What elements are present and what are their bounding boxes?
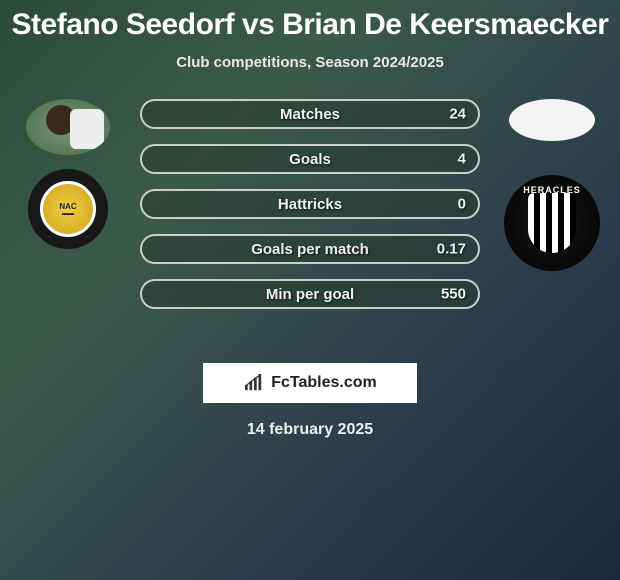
- club-right-label: HERACLES: [523, 185, 581, 195]
- brand-badge: FcTables.com: [203, 363, 417, 403]
- player-left-avatar: [26, 99, 110, 155]
- left-player-column: NAC ▬▬: [8, 99, 128, 249]
- stat-row-hattricks: Hattricks 0: [140, 189, 480, 219]
- chart-icon: [243, 374, 265, 392]
- player-left-club-badge: NAC ▬▬: [28, 169, 108, 249]
- stat-right-value: 4: [458, 151, 466, 168]
- stat-label: Goals: [289, 151, 331, 168]
- stat-right-value: 24: [449, 106, 466, 123]
- comparison-panel: NAC ▬▬ HERACLES Matches 24 Goals 4 Hattr…: [0, 99, 620, 339]
- stats-list: Matches 24 Goals 4 Hattricks 0 Goals per…: [140, 99, 480, 309]
- stat-label: Min per goal: [266, 286, 354, 303]
- stat-right-value: 0: [458, 196, 466, 213]
- player-right-avatar: [509, 99, 595, 141]
- stat-right-value: 550: [441, 286, 466, 303]
- stat-row-matches: Matches 24: [140, 99, 480, 129]
- club-left-label: NAC: [59, 202, 76, 211]
- stat-row-goals-per-match: Goals per match 0.17: [140, 234, 480, 264]
- stat-label: Goals per match: [251, 241, 369, 258]
- right-player-column: HERACLES: [492, 99, 612, 271]
- player-right-club-badge: HERACLES: [504, 175, 600, 271]
- brand-text: FcTables.com: [271, 374, 377, 392]
- stat-row-goals: Goals 4: [140, 144, 480, 174]
- stat-row-min-per-goal: Min per goal 550: [140, 279, 480, 309]
- date-label: 14 february 2025: [0, 421, 620, 439]
- stat-right-value: 0.17: [437, 241, 466, 258]
- subtitle: Club competitions, Season 2024/2025: [0, 54, 620, 71]
- page-title: Stefano Seedorf vs Brian De Keersmaecker: [0, 0, 620, 42]
- stat-label: Hattricks: [278, 196, 342, 213]
- stat-label: Matches: [280, 106, 340, 123]
